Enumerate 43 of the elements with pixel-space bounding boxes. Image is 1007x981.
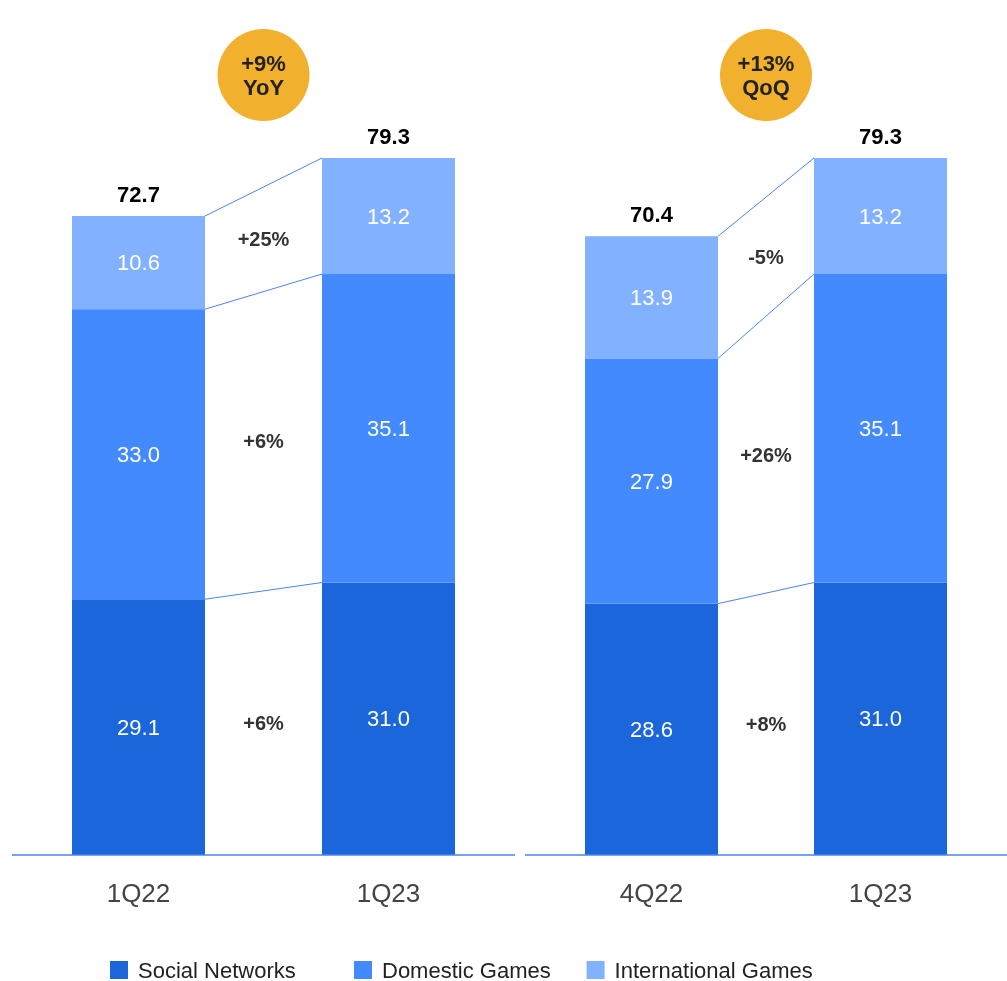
data-label: 28.6 — [630, 717, 673, 743]
data-label: 13.9 — [630, 285, 673, 311]
annotation: +25% — [237, 228, 290, 251]
text: +9% YoY — [241, 50, 286, 100]
data-label: 31.0 — [859, 706, 902, 732]
bar — [322, 582, 455, 855]
text: +13% QoQ — [737, 50, 795, 100]
bar — [814, 158, 947, 275]
legend-label: Domestic Games — [382, 957, 551, 981]
data-label: 31.0 — [367, 706, 410, 732]
data-label: 35.1 — [859, 415, 902, 441]
legend-label: International Games — [614, 957, 813, 981]
x-tick-label: 4Q22 — [619, 878, 684, 909]
total-label: 79.3 — [859, 124, 902, 149]
data-label: 29.1 — [117, 714, 160, 740]
bar — [585, 603, 718, 855]
x-tick-label: 1Q23 — [848, 878, 913, 909]
bar — [322, 274, 455, 583]
data-label: 13.2 — [859, 203, 902, 229]
data-label: 27.9 — [630, 468, 673, 494]
x-tick-label: 1Q22 — [106, 878, 171, 909]
annotation: +6% — [243, 430, 285, 453]
data-label: 35.1 — [367, 415, 410, 441]
total-label: 79.3 — [367, 124, 410, 149]
annotation: +8% — [745, 713, 787, 736]
total-label: 72.7 — [117, 182, 160, 208]
total-label: 70.4 — [630, 202, 674, 228]
annotation: +26% — [740, 443, 793, 466]
bar — [814, 582, 947, 855]
annotation: +6% — [243, 711, 285, 734]
data-label: 10.6 — [117, 250, 160, 276]
bar — [322, 158, 455, 275]
bar — [585, 236, 718, 359]
x-tick-label: 1Q23 — [356, 878, 421, 909]
bar — [72, 309, 205, 600]
legend-label: Social Networks — [138, 957, 296, 981]
data-label: 33.0 — [117, 441, 160, 467]
bar — [72, 216, 205, 310]
annotation: -5% — [748, 245, 784, 268]
bar — [72, 599, 205, 855]
bar — [585, 358, 718, 604]
data-label: 13.2 — [367, 203, 410, 229]
bar — [814, 274, 947, 583]
